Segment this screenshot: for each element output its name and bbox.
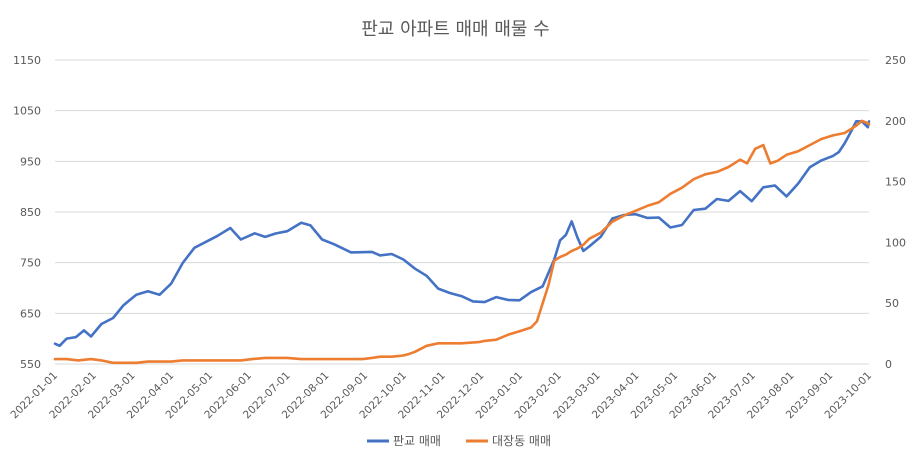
right-axis: 0 50 100 150 200 250 [885, 54, 906, 371]
legend[interactable]: 판교 매매 대장동 매매 [367, 434, 551, 448]
gridlines [55, 59, 869, 365]
y-right-tick-label: 100 [885, 236, 906, 249]
series-line-daejang [53, 119, 871, 365]
y-left-tick-label: 1050 [13, 105, 41, 118]
legend-item[interactable]: 대장동 매매 [466, 434, 551, 448]
y-left-tick-label: 1150 [13, 54, 41, 67]
legend-label: 대장동 매매 [492, 434, 551, 448]
y-right-tick-label: 200 [885, 115, 906, 128]
y-left-tick-label: 950 [20, 155, 41, 168]
y-left-tick-label: 650 [20, 307, 41, 320]
y-right-tick-label: 0 [885, 358, 892, 371]
y-left-tick-label: 550 [20, 358, 41, 371]
legend-label: 판교 매매 [393, 434, 441, 448]
legend-item[interactable]: 판교 매매 [367, 434, 441, 448]
y-right-tick-label: 50 [885, 297, 899, 310]
y-left-tick-label: 750 [20, 257, 41, 270]
y-right-tick-label: 250 [885, 54, 906, 67]
series-lines [53, 119, 871, 365]
chart-title: 판교 아파트 매매 매물 수 [361, 19, 550, 40]
series-line-pangyo [53, 120, 871, 348]
x-axis: 2022-01-012022-02-012022-03-012022-04-01… [8, 363, 874, 421]
y-left-tick-label: 850 [20, 206, 41, 219]
y-right-tick-label: 150 [885, 176, 906, 189]
left-axis: 550 650 750 850 950 1050 1150 [13, 54, 41, 371]
